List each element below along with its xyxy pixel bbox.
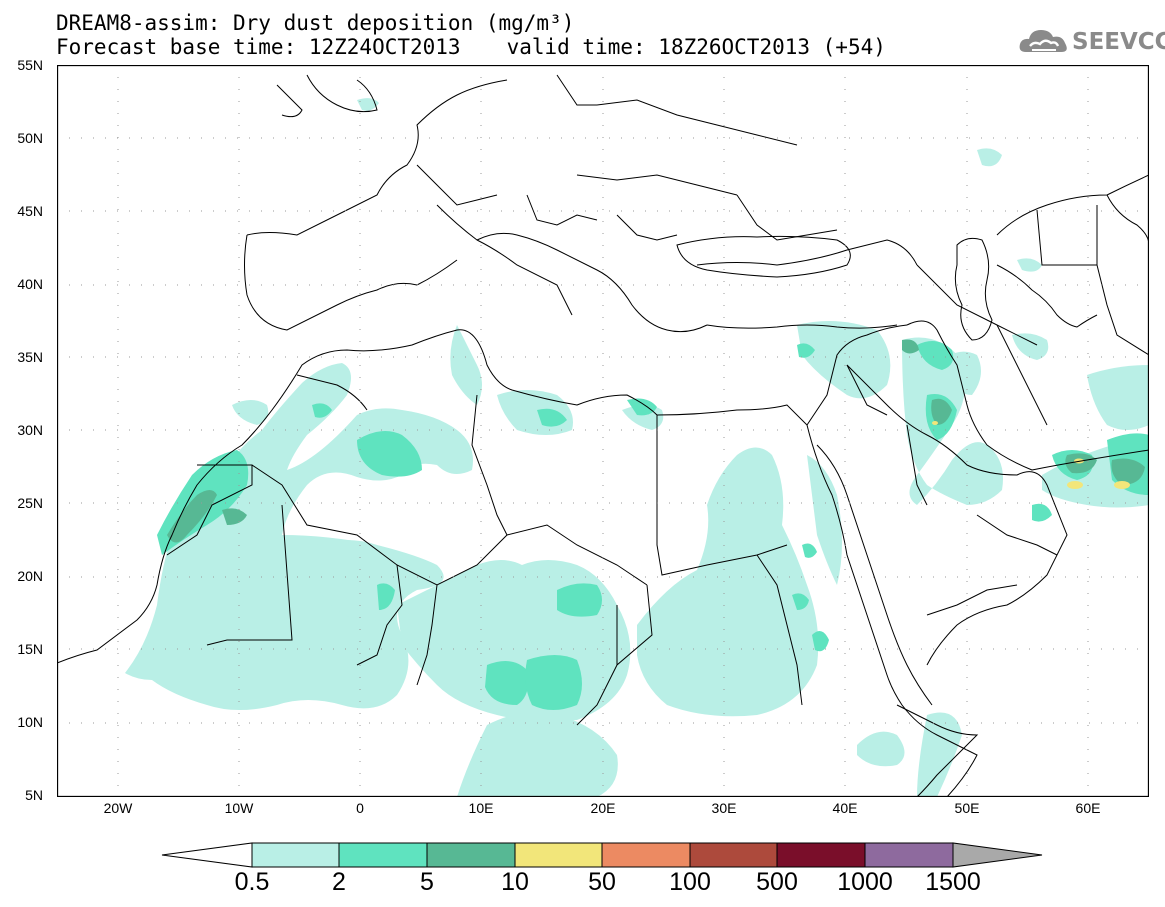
seevccc-logo: SEEVCCC xyxy=(1018,24,1165,58)
lon-label: 20E xyxy=(590,800,616,816)
lon-label: 10W xyxy=(224,800,254,816)
dust-level-5 xyxy=(167,339,1145,543)
colorbar-segment xyxy=(161,842,253,868)
colorbar-label: 500 xyxy=(756,868,798,896)
colorbar-label: 1500 xyxy=(925,868,981,896)
colorbar-segment xyxy=(776,842,866,868)
lon-label: 50E xyxy=(954,800,980,816)
colorbar-segment xyxy=(514,842,603,868)
lat-label: 20N xyxy=(17,568,43,584)
colorbar-label: 100 xyxy=(669,868,711,896)
colorbar-label: 50 xyxy=(588,868,616,896)
coastlines xyxy=(57,65,1149,797)
valid-time: valid time: 18Z26OCT2013 (+54) xyxy=(506,35,886,59)
map-frame xyxy=(57,65,1149,797)
colorbar xyxy=(161,842,1043,868)
lat-label: 35N xyxy=(17,349,43,365)
colorbar-label: 2 xyxy=(332,868,346,896)
colorbar-label: 5 xyxy=(420,868,434,896)
lon-label: 20W xyxy=(103,800,133,816)
lat-label: 5N xyxy=(25,787,43,803)
dust-level-0.5 xyxy=(125,98,1149,797)
lon-label: 40E xyxy=(832,800,858,816)
lat-label: 10N xyxy=(17,714,43,730)
lon-label: 0 xyxy=(356,800,364,816)
lon-label: 30E xyxy=(711,800,737,816)
colorbar-segment xyxy=(251,842,340,868)
colorbar-segment xyxy=(338,842,428,868)
lat-label: 40N xyxy=(17,276,43,292)
dust-map xyxy=(57,65,1149,797)
lon-label: 10E xyxy=(468,800,494,816)
logo-text: SEEVCCC xyxy=(1072,29,1165,55)
colorbar-label: 1000 xyxy=(837,868,893,896)
colorbar-segment xyxy=(952,842,1043,868)
chart-title: DREAM8-assim: Dry dust deposition (mg/m³… xyxy=(56,11,575,35)
lat-label: 45N xyxy=(17,203,43,219)
colorbar-segment xyxy=(426,842,516,868)
colorbar-label: 0.5 xyxy=(234,868,270,896)
lon-label: 60E xyxy=(1075,800,1101,816)
colorbar-segment xyxy=(601,842,691,868)
lat-label: 50N xyxy=(17,130,43,146)
colorbar-label: 10 xyxy=(501,868,529,896)
chart-subtitle: Forecast base time: 12Z24OCT2013 valid ti… xyxy=(56,36,886,58)
forecast-base-time: Forecast base time: 12Z24OCT2013 xyxy=(56,35,461,59)
colorbar-segment xyxy=(689,842,778,868)
lat-label: 55N xyxy=(17,57,43,73)
lat-label: 30N xyxy=(17,422,43,438)
lat-label: 25N xyxy=(17,495,43,511)
colorbar-segment xyxy=(864,842,954,868)
cloud-icon xyxy=(1019,30,1067,52)
lat-label: 15N xyxy=(17,641,43,657)
